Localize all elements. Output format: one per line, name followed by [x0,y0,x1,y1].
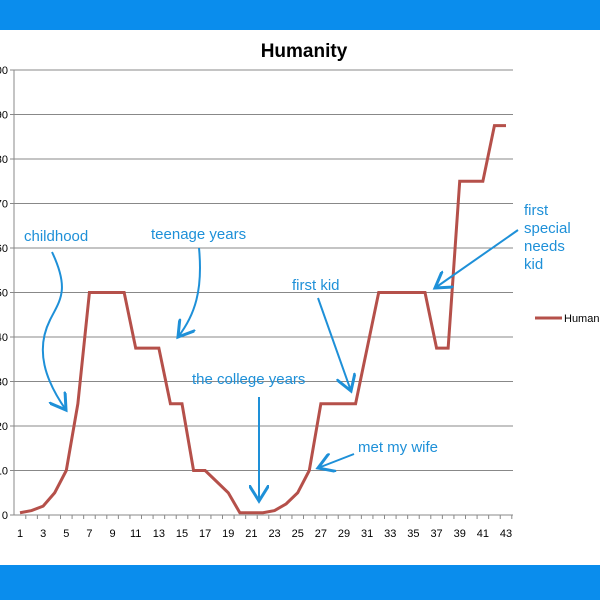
top-banner [0,0,600,30]
x-tick-label: 25 [292,528,304,540]
x-tick-label: 15 [176,528,188,540]
x-tick-label: 19 [222,528,234,540]
arrow-met-wife [318,454,355,468]
arrow-childhood [41,251,66,410]
legend-label: Humanity [564,313,600,325]
x-tick-label: 27 [315,528,327,540]
x-tick-label: 11 [130,528,141,540]
x-tick-label: 29 [338,528,350,540]
x-tick-label: 35 [407,528,419,540]
y-tick-label: 20 [0,421,8,433]
x-tick-label: 37 [430,528,442,540]
x-tick-label: 21 [245,528,257,540]
y-tick-label: 30 [0,377,8,389]
x-tick-label: 41 [477,528,489,540]
y-tick-label: 50 [0,288,8,300]
y-tick-label: 60 [0,243,8,255]
arrow-special-needs [435,229,519,288]
annotation-teenage: teenage years [151,226,246,243]
annotation-special-needs-3: needs [524,238,565,255]
x-tick-label: 31 [361,528,373,540]
y-tick-label: 0 [2,510,8,522]
annotation-special-needs-4: kid [524,256,543,273]
bottom-banner [0,565,600,600]
x-tick-label: 7 [86,528,92,540]
y-tick-label: 80 [0,154,8,166]
annotation-special-needs-2: special [524,220,571,237]
y-tick-label: 10 [0,466,8,478]
x-tick-label: 5 [63,528,69,540]
annotation-first-kid: first kid [292,277,340,294]
annotation-childhood: childhood [24,228,88,245]
chart-title: Humanity [261,41,348,62]
annotation-college: the college years [192,371,305,388]
x-tick-label: 1 [17,528,23,540]
x-tick-label: 43 [500,528,512,540]
y-tick-label: 70 [0,199,8,211]
x-tick-label: 3 [40,528,46,540]
x-tick-label: 13 [153,528,165,540]
x-tick-label: 17 [199,528,211,540]
y-tick-label: 100 [0,65,8,77]
arrow-first-kid [317,297,351,391]
x-tick-label: 23 [268,528,280,540]
annotations: childhood teenage years the college year… [24,202,571,501]
x-tick-label: 39 [454,528,466,540]
x-tick-label: 9 [110,528,116,540]
x-tick-label: 33 [384,528,396,540]
arrow-teenage [178,247,201,337]
annotation-met-wife: met my wife [358,439,438,456]
y-tick-label: 40 [0,332,8,344]
annotation-special-needs-1: first [524,202,549,219]
y-tick-label: 90 [0,110,8,122]
